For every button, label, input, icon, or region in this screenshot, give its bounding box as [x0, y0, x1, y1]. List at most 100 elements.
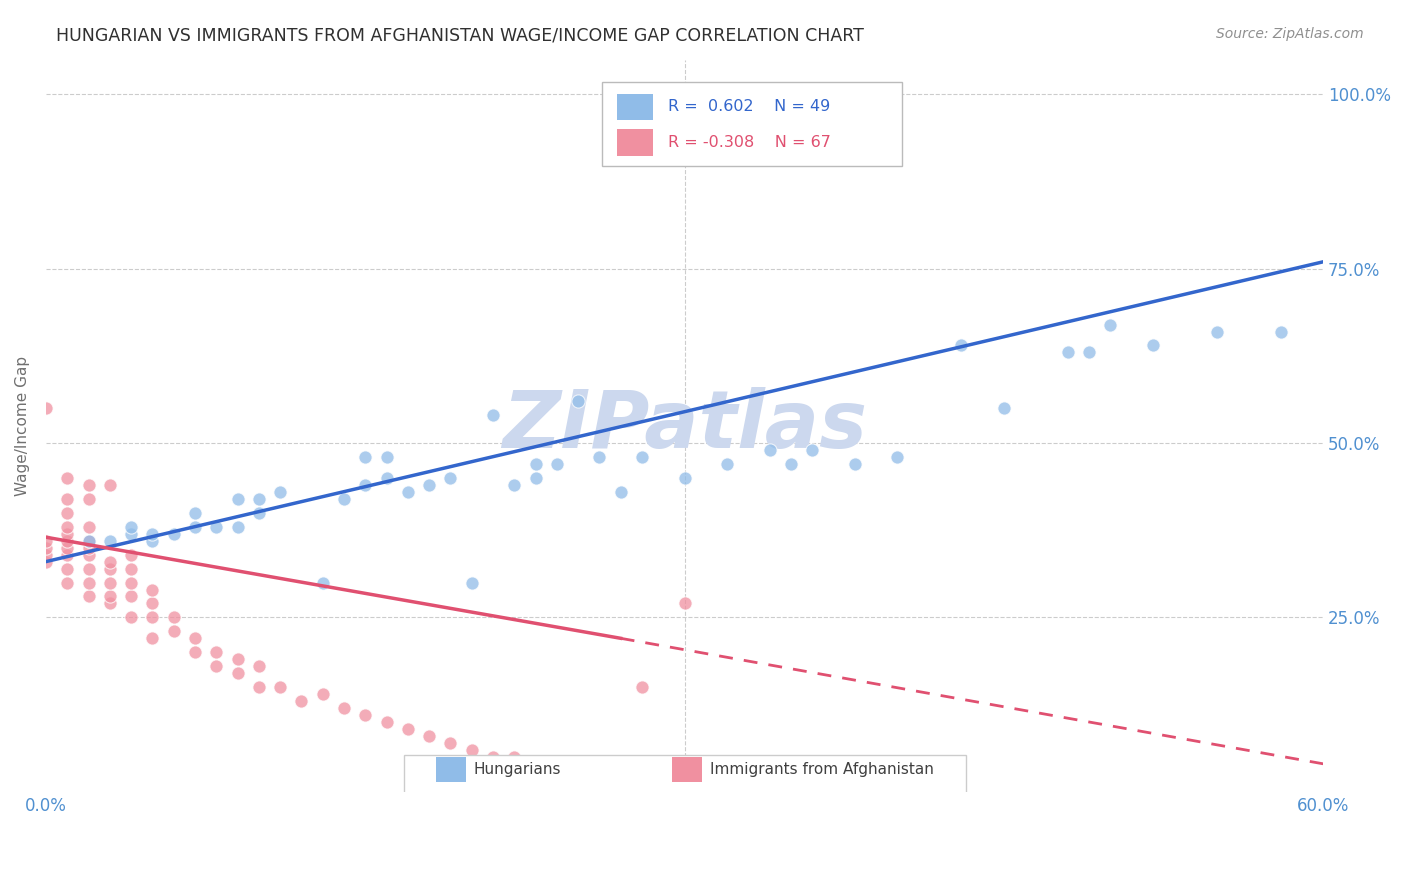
Point: [418, 729, 440, 743]
Point: [312, 687, 335, 701]
Point: [1142, 338, 1164, 352]
Point: [631, 450, 654, 464]
Point: [141, 533, 163, 548]
Point: [56, 471, 79, 485]
Point: [77, 590, 100, 604]
Point: [163, 526, 186, 541]
Point: [141, 597, 163, 611]
Point: [780, 457, 803, 471]
Point: [396, 484, 419, 499]
Point: [993, 401, 1015, 416]
Point: [886, 450, 908, 464]
Point: [396, 722, 419, 736]
Point: [247, 506, 270, 520]
Point: [716, 457, 738, 471]
Point: [120, 590, 142, 604]
Point: [290, 694, 312, 708]
Point: [418, 478, 440, 492]
Point: [546, 764, 568, 778]
Point: [247, 680, 270, 694]
Point: [120, 610, 142, 624]
Point: [77, 561, 100, 575]
Bar: [672, 757, 703, 782]
Point: [354, 708, 377, 723]
Point: [375, 714, 398, 729]
Point: [56, 491, 79, 506]
Point: [184, 632, 207, 646]
Point: [439, 471, 461, 485]
Point: [56, 520, 79, 534]
FancyBboxPatch shape: [404, 756, 966, 796]
Point: [35, 555, 58, 569]
Point: [460, 743, 482, 757]
Point: [98, 478, 121, 492]
Point: [673, 471, 696, 485]
Point: [375, 471, 398, 485]
Point: [35, 401, 58, 416]
Point: [247, 491, 270, 506]
Bar: [617, 94, 652, 120]
Text: R = -0.308    N = 67: R = -0.308 N = 67: [668, 135, 831, 150]
Point: [120, 548, 142, 562]
Point: [35, 541, 58, 555]
Point: [120, 526, 142, 541]
Point: [247, 659, 270, 673]
Point: [482, 408, 505, 422]
Point: [98, 561, 121, 575]
Point: [546, 457, 568, 471]
Point: [1099, 318, 1122, 332]
Point: [312, 575, 335, 590]
Text: ZIPatlas: ZIPatlas: [502, 386, 868, 465]
Point: [567, 764, 589, 778]
Bar: [436, 757, 467, 782]
Text: R =  0.602    N = 49: R = 0.602 N = 49: [668, 99, 830, 114]
Bar: [617, 129, 652, 156]
Point: [77, 533, 100, 548]
Point: [120, 520, 142, 534]
Y-axis label: Wage/Income Gap: Wage/Income Gap: [15, 356, 30, 496]
Point: [503, 749, 526, 764]
Point: [77, 548, 100, 562]
Point: [631, 680, 654, 694]
Point: [56, 533, 79, 548]
Point: [269, 680, 291, 694]
Point: [354, 450, 377, 464]
Point: [226, 666, 249, 681]
Point: [98, 590, 121, 604]
Point: [35, 533, 58, 548]
Point: [120, 561, 142, 575]
Point: [844, 457, 866, 471]
Point: [226, 491, 249, 506]
Point: [77, 541, 100, 555]
Point: [56, 548, 79, 562]
Text: Immigrants from Afghanistan: Immigrants from Afghanistan: [710, 763, 934, 777]
Point: [1270, 325, 1292, 339]
Point: [56, 561, 79, 575]
Point: [269, 484, 291, 499]
Point: [77, 478, 100, 492]
Point: [524, 457, 547, 471]
Point: [56, 541, 79, 555]
Point: [375, 450, 398, 464]
Point: [77, 491, 100, 506]
Point: [77, 520, 100, 534]
Point: [354, 478, 377, 492]
Point: [609, 771, 631, 785]
Point: [141, 582, 163, 597]
Point: [673, 597, 696, 611]
Point: [205, 520, 228, 534]
Point: [460, 575, 482, 590]
Point: [163, 624, 186, 639]
Text: HUNGARIAN VS IMMIGRANTS FROM AFGHANISTAN WAGE/INCOME GAP CORRELATION CHART: HUNGARIAN VS IMMIGRANTS FROM AFGHANISTAN…: [56, 27, 865, 45]
Point: [77, 533, 100, 548]
Point: [56, 506, 79, 520]
Point: [226, 652, 249, 666]
Point: [482, 749, 505, 764]
Point: [141, 632, 163, 646]
Point: [35, 548, 58, 562]
Point: [1205, 325, 1227, 339]
Text: Hungarians: Hungarians: [474, 763, 561, 777]
Point: [141, 526, 163, 541]
Point: [184, 506, 207, 520]
Point: [77, 575, 100, 590]
